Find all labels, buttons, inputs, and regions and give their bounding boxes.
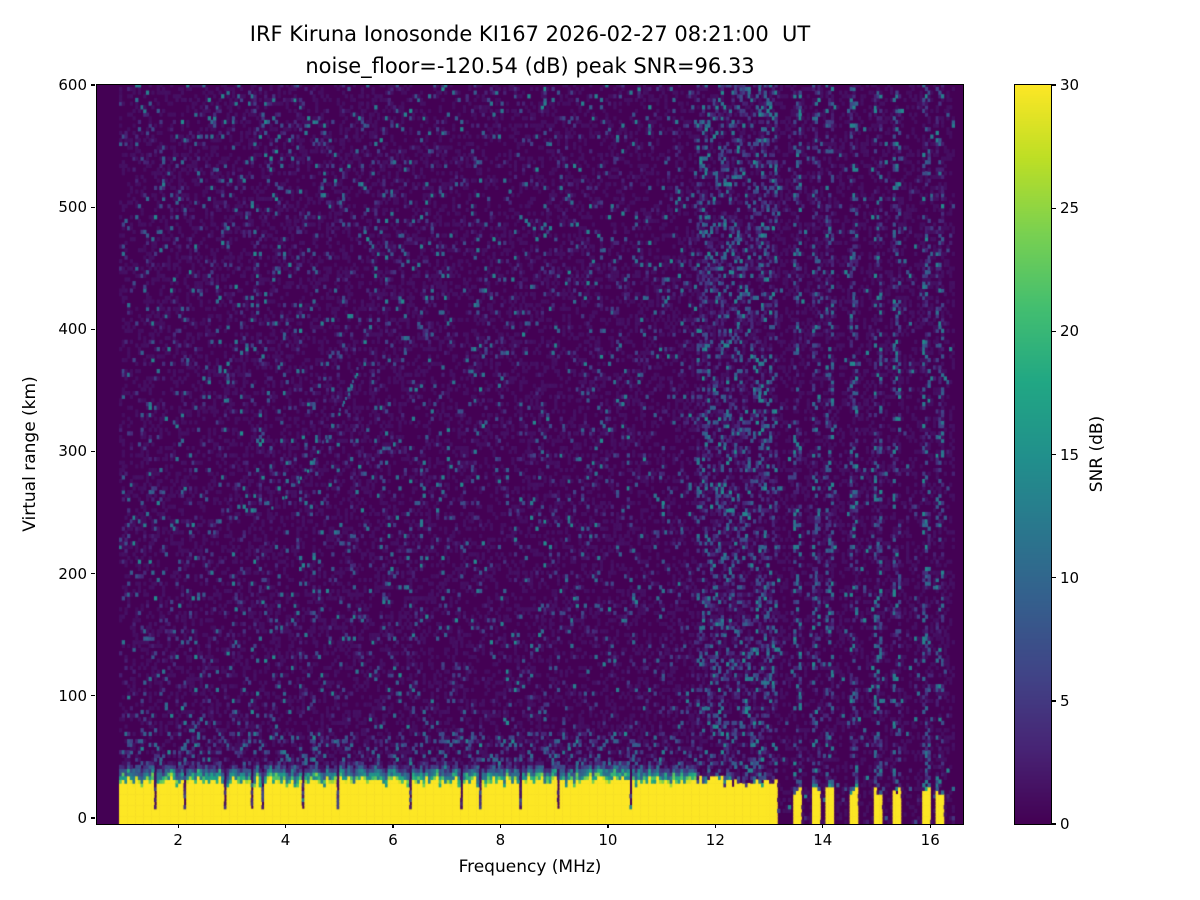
colorbar-tick-label: 10 [1060,568,1080,587]
chart-title-line2: noise_floor=-120.54 (dB) peak SNR=96.33 [305,54,755,78]
x-tick-mark [607,824,609,828]
y-tick-label: 500 [58,198,87,217]
colorbar [1014,84,1052,825]
x-tick-label: 2 [173,831,183,849]
colorbar-tick-mark [1052,84,1056,86]
y-tick-label: 200 [58,564,87,583]
x-tick-label: 4 [280,831,291,849]
y-tick-label: 400 [58,320,87,339]
y-axis-label: Virtual range (km) [20,376,40,532]
y-tick-mark [91,695,95,697]
y-tick-label: 0 [77,808,87,827]
x-tick-label: 6 [388,831,398,849]
x-tick-mark [714,824,717,828]
colorbar-tick-mark [1052,823,1056,825]
y-tick-mark [91,206,95,208]
y-tick-label: 600 [58,76,87,94]
y-tick-mark [91,450,95,453]
x-tick-label: 10 [598,831,618,849]
colorbar-tick-mark [1052,700,1056,702]
colorbar-tick-label: 5 [1060,691,1070,710]
colorbar-tick-label: 0 [1060,815,1070,833]
x-tick-label: 8 [495,831,506,849]
y-tick-mark [91,328,95,330]
colorbar-tick-mark [1052,453,1056,456]
x-axis-label: Frequency (MHz) [458,857,602,877]
x-tick-mark [929,824,931,828]
y-tick-mark [91,84,95,86]
x-tick-mark [177,824,179,828]
colorbar-tick-mark [1052,330,1056,333]
colorbar-label: SNR (dB) [1087,415,1107,493]
y-tick-mark [91,572,95,575]
y-tick-mark [91,817,95,819]
x-tick-label: 16 [920,831,940,849]
colorbar-tick-mark [1052,207,1056,209]
chart-title-line1: IRF Kiruna Ionosonde KI167 2026-02-27 08… [249,22,811,46]
y-tick-label: 300 [58,442,87,461]
x-tick-label: 14 [813,831,833,849]
ionogram-heatmap [96,84,964,825]
x-tick-mark [284,824,287,828]
x-tick-mark [392,824,394,828]
colorbar-tick-label: 30 [1060,76,1080,94]
x-tick-mark [822,824,824,828]
x-tick-label: 12 [705,831,725,849]
x-tick-mark [499,824,502,828]
colorbar-tick-label: 25 [1060,199,1080,218]
colorbar-tick-label: 20 [1060,322,1080,341]
y-tick-label: 100 [58,686,87,705]
colorbar-tick-mark [1052,577,1056,579]
colorbar-tick-label: 15 [1060,445,1080,464]
